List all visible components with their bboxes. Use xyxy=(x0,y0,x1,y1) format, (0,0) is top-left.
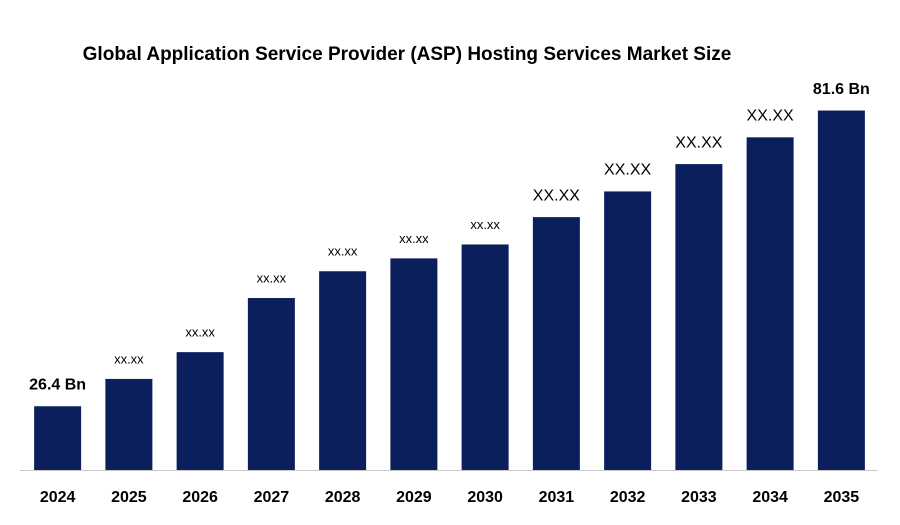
x-tick-label: 2026 xyxy=(182,489,218,506)
value-label: XX.XX xyxy=(747,108,794,125)
bar xyxy=(105,378,153,470)
value-label: 26.4 Bn xyxy=(29,376,86,393)
value-label: xx.xx xyxy=(399,231,429,246)
x-tick-label: 2031 xyxy=(539,489,575,506)
bar xyxy=(532,217,580,470)
value-label: xx.xx xyxy=(114,351,144,366)
chart-title: Global Application Service Provider (ASP… xyxy=(83,44,732,65)
bar xyxy=(604,191,652,470)
value-label: XX.XX xyxy=(533,187,580,204)
bar xyxy=(746,137,794,471)
bar xyxy=(34,406,82,470)
x-tick-label: 2029 xyxy=(396,489,432,506)
bar xyxy=(319,271,367,470)
value-label: xx.xx xyxy=(185,325,215,340)
value-label: XX.XX xyxy=(604,162,651,179)
bar xyxy=(247,298,295,470)
value-label: xx.xx xyxy=(328,244,358,259)
bar xyxy=(390,258,438,470)
x-tick-label: 2034 xyxy=(752,489,788,506)
x-tick-label: 2027 xyxy=(254,489,290,506)
x-tick-label: 2032 xyxy=(610,489,646,506)
value-label: xx.xx xyxy=(470,217,500,232)
x-tick-label: 2030 xyxy=(467,489,503,506)
value-label: xx.xx xyxy=(257,270,287,285)
bar xyxy=(817,110,865,471)
x-tick-label: 2033 xyxy=(681,489,717,506)
x-tick-label: 2028 xyxy=(325,489,361,506)
x-tick-label: 2024 xyxy=(40,489,76,506)
bar xyxy=(176,352,224,470)
bar xyxy=(461,244,509,470)
bar xyxy=(675,164,723,470)
x-tick-label: 2035 xyxy=(824,489,860,506)
x-tick-label: 2025 xyxy=(111,489,147,506)
value-label: XX.XX xyxy=(675,134,722,151)
value-label: 81.6 Bn xyxy=(813,81,870,98)
